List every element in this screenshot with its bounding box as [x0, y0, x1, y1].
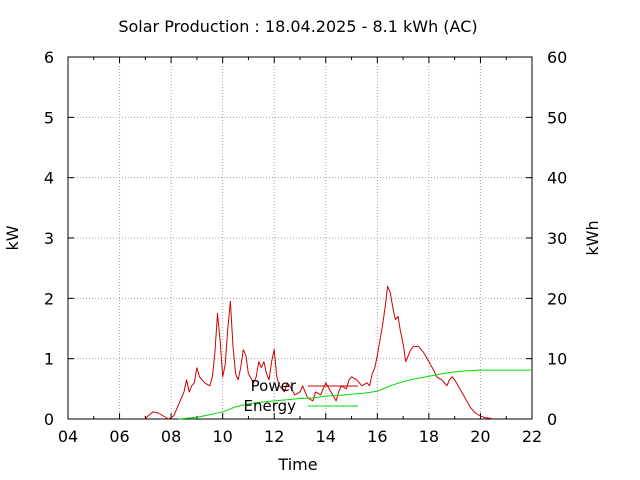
x-tick-label: 18 [419, 427, 439, 446]
x-tick-label: 16 [367, 427, 387, 446]
legend: Power Energy [243, 377, 358, 415]
y2-axis-ticks: 0 10 20 30 40 50 60 [526, 48, 567, 429]
y-tick-label: 0 [44, 410, 54, 429]
series-layer [144, 285, 532, 420]
y-tick-label: 4 [44, 169, 54, 188]
y2-tick-label: 50 [547, 108, 567, 127]
y2-tick-label: 60 [547, 48, 567, 67]
x-tick-label: 20 [470, 427, 490, 446]
x-tick-label: 12 [264, 427, 284, 446]
x-tick-label: 08 [161, 427, 181, 446]
y2-tick-label: 10 [547, 350, 567, 369]
x-axis-ticks: 04 06 08 10 12 14 16 18 20 22 [58, 57, 542, 446]
y-tick-label: 6 [44, 48, 54, 67]
y2-tick-label: 0 [547, 410, 557, 429]
y2-tick-label: 30 [547, 229, 567, 248]
legend-power-label: Power [251, 377, 297, 395]
y2-tick-label: 40 [547, 169, 567, 188]
x-tick-label: 06 [109, 427, 129, 446]
y2-axis-label: kWh [583, 220, 602, 255]
grid [68, 57, 532, 419]
x-tick-label: 04 [58, 427, 78, 446]
y-tick-label: 1 [44, 350, 54, 369]
y-tick-label: 3 [44, 229, 54, 248]
series-line-energy [178, 369, 532, 420]
y-tick-label: 5 [44, 108, 54, 127]
y-tick-label: 2 [44, 289, 54, 308]
x-tick-label: 22 [522, 427, 542, 446]
y2-tick-label: 20 [547, 289, 567, 308]
x-tick-label: 14 [316, 427, 336, 446]
y-axis-ticks: 0 1 2 3 4 5 6 [44, 48, 74, 429]
x-axis-label: Time [277, 455, 317, 474]
y-axis-label: kW [3, 225, 22, 250]
x-tick-label: 10 [212, 427, 232, 446]
legend-energy-label: Energy [243, 397, 296, 415]
series-line-power [144, 285, 494, 420]
chart-title: Solar Production : 18.04.2025 - 8.1 kWh … [118, 17, 477, 36]
